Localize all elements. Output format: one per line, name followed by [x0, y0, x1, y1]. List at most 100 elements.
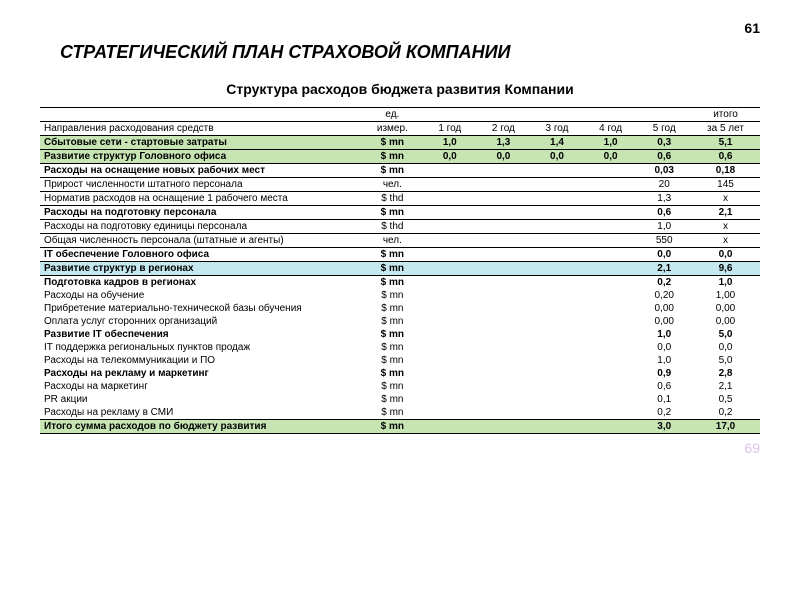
- row-y4: [584, 406, 638, 420]
- table-row: Прибретение материально-технической базы…: [40, 302, 760, 315]
- sub-title: Структура расходов бюджета развития Комп…: [40, 81, 760, 97]
- row-y3: [530, 406, 584, 420]
- row-label: Оплата услуг сторонних организаций: [40, 315, 362, 328]
- col-y2: 2 год: [477, 122, 531, 136]
- row-y4: [584, 380, 638, 393]
- row-y4: [584, 234, 638, 248]
- row-y5: 0,0: [637, 341, 691, 354]
- table-row: Развитие структур в регионах$ mn 2,19,6: [40, 262, 760, 276]
- row-y1: [423, 354, 477, 367]
- table-row: Расходы на оснащение новых рабочих мест$…: [40, 164, 760, 178]
- row-total: 0,18: [691, 164, 760, 178]
- row-y3: [530, 276, 584, 290]
- table-header: Направления расходования средствизмер.1 …: [40, 122, 760, 136]
- row-y4: 0,0: [584, 150, 638, 164]
- col-y5-top: [637, 108, 691, 122]
- row-total: 2,1: [691, 206, 760, 220]
- row-label: Расходы на обучение: [40, 289, 362, 302]
- row-y3: [530, 315, 584, 328]
- table-row: Норматив расходов на оснащение 1 рабочег…: [40, 192, 760, 206]
- row-y2: [477, 262, 531, 276]
- row-y5: 2,1: [637, 262, 691, 276]
- row-y3: [530, 354, 584, 367]
- row-y5: 0,6: [637, 380, 691, 393]
- row-y3: [530, 220, 584, 234]
- row-unit: чел.: [362, 234, 423, 248]
- row-y5: 1,0: [637, 328, 691, 341]
- col-y4-top: [584, 108, 638, 122]
- row-y1: [423, 192, 477, 206]
- row-label: Развитие структур Головного офиса: [40, 150, 362, 164]
- row-total: 5,1: [691, 136, 760, 150]
- col-y1: 1 год: [423, 122, 477, 136]
- col-y1-top: [423, 108, 477, 122]
- row-y3: [530, 178, 584, 192]
- table-row: PR акции$ mn0,10,5: [40, 393, 760, 406]
- row-y1: [423, 420, 477, 434]
- table-row: Развитие IT обеспечения$ mn1,05,0: [40, 328, 760, 341]
- row-label: Развитие структур в регионах: [40, 262, 362, 276]
- col-total-top: итого: [691, 108, 760, 122]
- row-total: 17,0: [691, 420, 760, 434]
- table-row: Общая численность персонала (штатные и а…: [40, 234, 760, 248]
- row-y3: [530, 206, 584, 220]
- row-y1: [423, 393, 477, 406]
- row-total: x: [691, 192, 760, 206]
- row-y2: [477, 420, 531, 434]
- row-unit: $ mn: [362, 315, 423, 328]
- row-y1: [423, 380, 477, 393]
- row-y1: [423, 276, 477, 290]
- row-label: Расходы на рекламу и маркетинг: [40, 367, 362, 380]
- row-label: Расходы на оснащение новых рабочих мест: [40, 164, 362, 178]
- row-unit: $ mn: [362, 354, 423, 367]
- row-y5: 0,0: [637, 248, 691, 262]
- row-y5: 0,00: [637, 315, 691, 328]
- row-total: 145: [691, 178, 760, 192]
- row-y4: [584, 302, 638, 315]
- col-y5: 5 год: [637, 122, 691, 136]
- col-y4: 4 год: [584, 122, 638, 136]
- row-y2: [477, 164, 531, 178]
- row-unit: $ thd: [362, 220, 423, 234]
- row-total: 0,0: [691, 248, 760, 262]
- row-y1: [423, 248, 477, 262]
- row-label: Норматив расходов на оснащение 1 рабочег…: [40, 192, 362, 206]
- row-label: Прибретение материально-технической базы…: [40, 302, 362, 315]
- row-total: 5,0: [691, 354, 760, 367]
- row-unit: $ mn: [362, 248, 423, 262]
- col-y3-top: [530, 108, 584, 122]
- table-row: Расходы на подготовку единицы персонала$…: [40, 220, 760, 234]
- row-y5: 0,1: [637, 393, 691, 406]
- row-y2: [477, 315, 531, 328]
- row-y2: [477, 234, 531, 248]
- row-y1: [423, 289, 477, 302]
- row-total: 0,5: [691, 393, 760, 406]
- row-unit: $ mn: [362, 302, 423, 315]
- row-unit: $ mn: [362, 262, 423, 276]
- row-label: Расходы на телекоммуникации и ПО: [40, 354, 362, 367]
- row-y3: [530, 367, 584, 380]
- row-y1: 1,0: [423, 136, 477, 150]
- row-y3: 0,0: [530, 150, 584, 164]
- row-y5: 0,6: [637, 206, 691, 220]
- row-unit: $ mn: [362, 289, 423, 302]
- row-y3: [530, 289, 584, 302]
- col-label: Направления расходования средств: [40, 122, 362, 136]
- row-unit: $ mn: [362, 206, 423, 220]
- row-y4: [584, 315, 638, 328]
- row-label: Сбытовые сети - стартовые затраты: [40, 136, 362, 150]
- row-total: 0,00: [691, 315, 760, 328]
- col-label-top: [40, 108, 362, 122]
- row-total: 2,8: [691, 367, 760, 380]
- table-row: Расходы на маркетинг$ mn0,62,1: [40, 380, 760, 393]
- row-unit: $ mn: [362, 420, 423, 434]
- row-y4: [584, 367, 638, 380]
- row-y5: 0,6: [637, 150, 691, 164]
- row-total: 0,0: [691, 341, 760, 354]
- row-y5: 1,0: [637, 220, 691, 234]
- row-label: IT поддержка региональных пунктов продаж: [40, 341, 362, 354]
- row-label: Итого сумма расходов по бюджету развития: [40, 420, 362, 434]
- row-total: 0,2: [691, 406, 760, 420]
- row-total: 1,0: [691, 276, 760, 290]
- row-total: 9,6: [691, 262, 760, 276]
